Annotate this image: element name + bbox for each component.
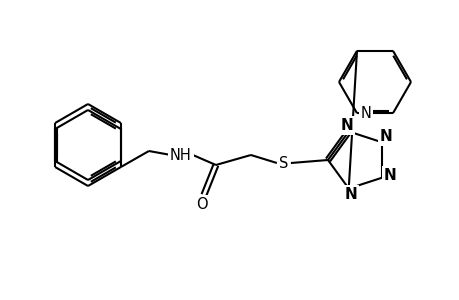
Text: N: N	[360, 106, 370, 121]
Text: N: N	[383, 168, 396, 183]
Text: N: N	[340, 118, 353, 133]
Text: N: N	[344, 187, 356, 202]
Text: O: O	[196, 196, 207, 211]
Text: N: N	[379, 129, 392, 144]
Text: NH: NH	[170, 148, 191, 163]
Text: S: S	[279, 155, 288, 170]
